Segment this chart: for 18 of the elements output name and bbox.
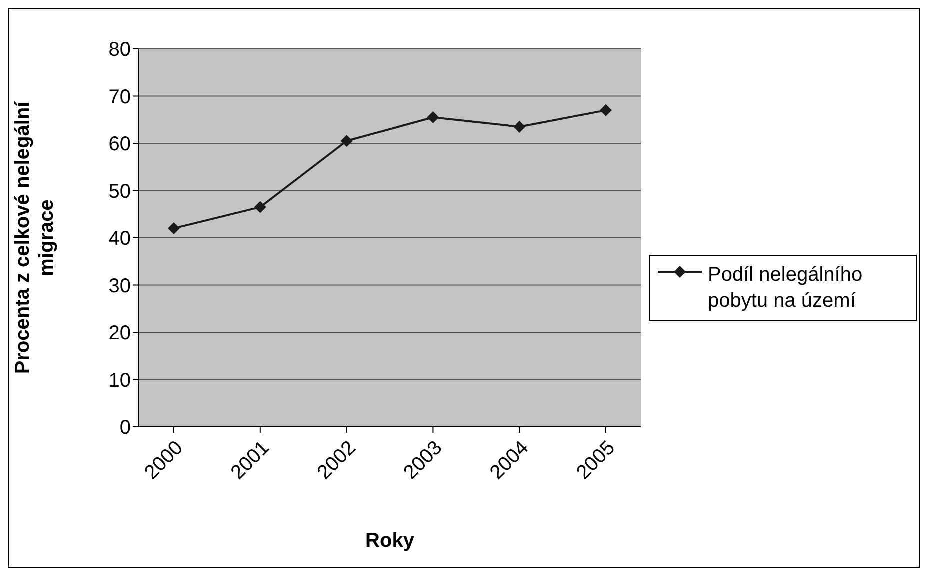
y-axis-title: Procenta z celkové nelegální migrace — [12, 100, 58, 374]
y-tick-label: 50 — [108, 180, 131, 203]
y-tick-label: 80 — [108, 39, 131, 62]
point — [427, 112, 440, 124]
x-axis-title: Roky — [366, 530, 416, 552]
y-tick-label: 70 — [108, 86, 131, 108]
point — [254, 201, 266, 214]
point — [168, 222, 180, 235]
y-tick-label: 10 — [108, 370, 131, 392]
y-tick-label: 20 — [108, 322, 131, 345]
y-tick-label: 60 — [108, 134, 131, 156]
y-tick-label: 30 — [108, 275, 131, 298]
y-tick-label: 40 — [108, 228, 131, 250]
point — [600, 104, 612, 116]
legend-label: Podíl nelegálního pobytu na území — [708, 263, 864, 314]
point — [514, 120, 526, 133]
y-tick-label: 0 — [120, 417, 131, 440]
point — [340, 135, 353, 148]
